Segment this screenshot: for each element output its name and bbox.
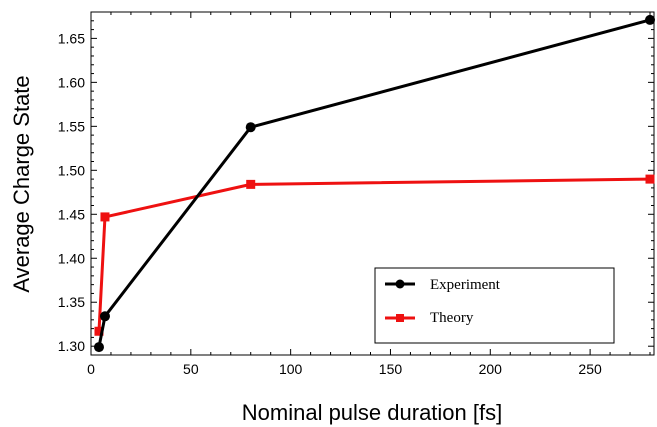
data-point-experiment — [645, 14, 656, 25]
legend: Experiment Theory — [374, 267, 615, 344]
y-tick-label: 1.35 — [58, 294, 85, 310]
x-tick-label: 250 — [578, 361, 602, 377]
y-tick-label: 1.50 — [58, 162, 85, 178]
legend-box — [374, 267, 615, 344]
series-layer — [93, 14, 656, 353]
y-tick-label: 1.30 — [58, 338, 85, 354]
series-line-theory — [97, 177, 651, 332]
data-point-experiment — [93, 342, 104, 353]
y-tick-label: 1.40 — [58, 250, 85, 266]
y-tick-label: 1.55 — [58, 118, 85, 134]
x-tick-label: 200 — [479, 361, 503, 377]
x-axis: 0 50 100 150 200 250 — [87, 12, 651, 377]
x-tick-label: 100 — [279, 361, 303, 377]
x-axis-title: Nominal pulse duration [fs] — [242, 400, 502, 425]
data-point-experiment — [245, 122, 256, 133]
data-point-experiment — [99, 311, 110, 322]
data-point-theory — [100, 212, 110, 222]
x-tick-label: 150 — [379, 361, 403, 377]
x-tick-label: 50 — [183, 361, 199, 377]
y-axis-title: Average Charge State — [9, 75, 34, 292]
y-tick-label: 1.60 — [58, 74, 85, 90]
legend-label-experiment: Experiment — [430, 277, 501, 293]
data-point-theory — [246, 179, 256, 189]
legend-label-theory: Theory — [430, 310, 474, 326]
legend-marker-experiment — [395, 279, 405, 289]
data-point-theory — [94, 326, 104, 336]
data-point-theory — [645, 174, 655, 184]
y-tick-label: 1.65 — [58, 30, 85, 46]
legend-marker-theory — [396, 314, 404, 322]
y-tick-label: 1.45 — [58, 206, 85, 222]
series-line-experiment — [97, 18, 651, 348]
y-axis: 1.30 1.35 1.40 1.45 1.50 1.55 1.60 1.65 — [58, 20, 654, 356]
x-tick-label: 0 — [87, 361, 95, 377]
